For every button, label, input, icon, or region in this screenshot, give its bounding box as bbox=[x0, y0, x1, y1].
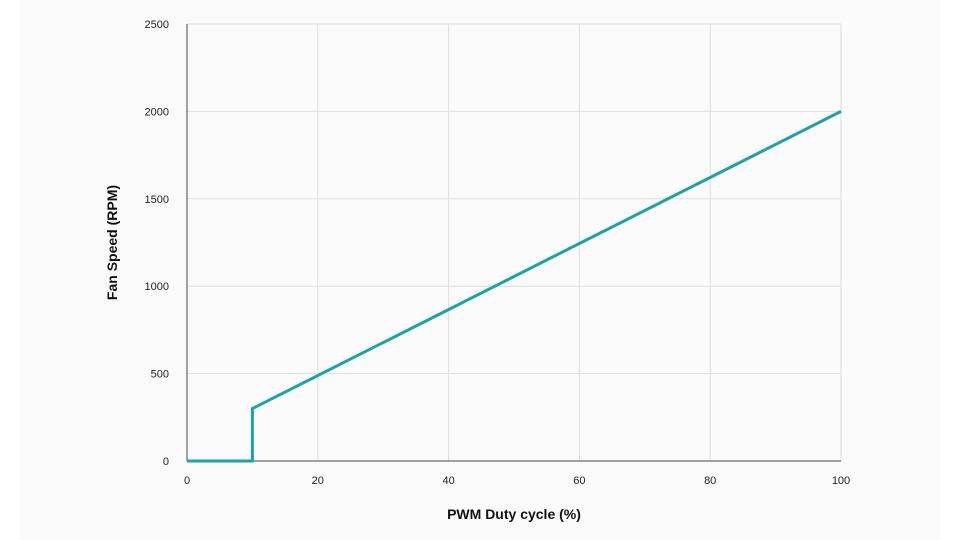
x-tick-label: 40 bbox=[442, 475, 454, 487]
gridlines bbox=[187, 23, 842, 461]
axes bbox=[186, 24, 841, 462]
y-axis-title: Fan Speed (RPM) bbox=[104, 185, 120, 300]
series-group bbox=[187, 110, 842, 463]
x-tick-labels: 0 20 40 60 80 100 bbox=[184, 475, 850, 487]
y-tick-label: 0 bbox=[163, 456, 169, 468]
y-tick-label: 2000 bbox=[145, 106, 169, 118]
x-tick-label: 20 bbox=[312, 475, 324, 487]
x-axis-title: PWM Duty cycle (%) bbox=[447, 506, 581, 522]
y-tick-label: 2500 bbox=[145, 19, 169, 31]
x-tick-label: 0 bbox=[184, 475, 190, 487]
series-line bbox=[187, 110, 842, 463]
y-tick-labels: 0 500 1000 1500 2000 2500 bbox=[145, 19, 169, 468]
y-tick-label: 500 bbox=[151, 369, 169, 381]
x-tick-label: 100 bbox=[832, 475, 850, 487]
y-tick-label: 1500 bbox=[145, 194, 169, 206]
x-tick-label: 80 bbox=[704, 475, 716, 487]
x-tick-label: 60 bbox=[573, 475, 585, 487]
chart-figure bbox=[20, 0, 940, 540]
y-tick-label: 1000 bbox=[145, 281, 169, 293]
